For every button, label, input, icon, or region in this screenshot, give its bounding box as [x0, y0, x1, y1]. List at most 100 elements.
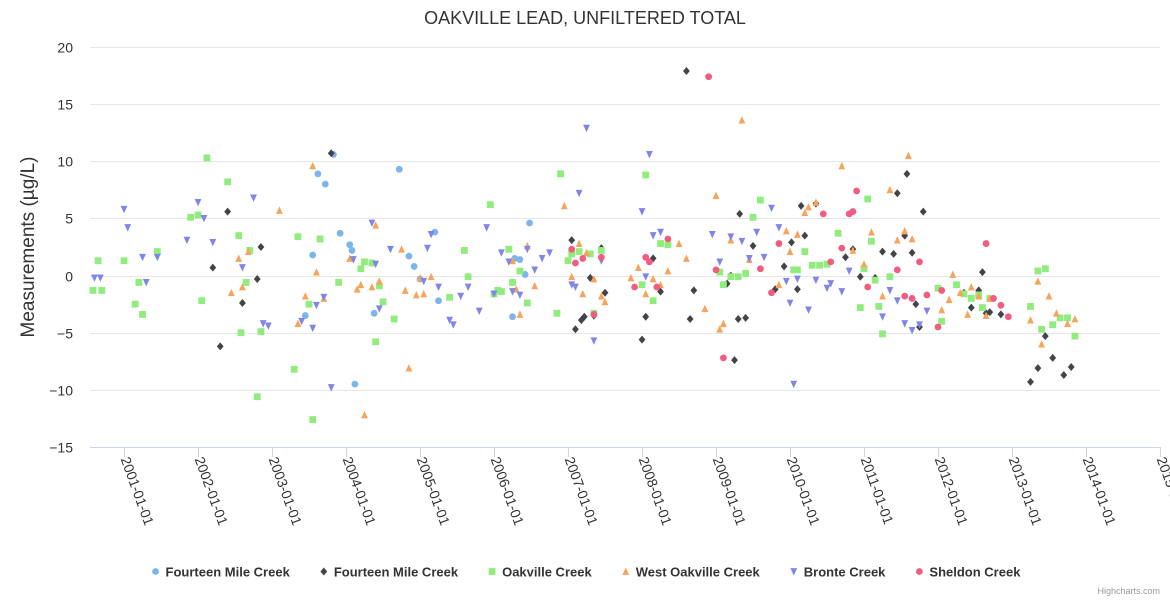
y-tick-label: −10 [49, 383, 73, 399]
data-point [938, 317, 946, 325]
data-point [320, 293, 328, 302]
data-point [886, 185, 894, 194]
data-point [224, 178, 232, 186]
data-point [350, 256, 357, 264]
data-point [446, 316, 454, 325]
data-point [938, 287, 946, 294]
data-point [1049, 321, 1057, 329]
data-point [686, 315, 694, 323]
data-point [372, 338, 380, 346]
legend-label[interactable]: Fourteen Mile Creek [334, 565, 459, 580]
data-point [879, 313, 886, 321]
data-point [979, 268, 986, 277]
data-point [1071, 332, 1079, 340]
data-point [1034, 267, 1042, 275]
data-point [336, 229, 344, 237]
legend-label[interactable]: Bronte Creek [804, 565, 886, 580]
data-point [642, 289, 650, 298]
data-point [405, 252, 413, 260]
data-point [435, 297, 442, 305]
legend-item[interactable]: Oakville Creek [488, 565, 593, 580]
data-point [516, 310, 524, 318]
data-point [1027, 377, 1034, 386]
data-point [523, 245, 531, 254]
data-point [827, 280, 835, 288]
legend-item[interactable]: Bronte Creek [790, 565, 886, 580]
data-point [716, 258, 724, 266]
data-point [590, 337, 598, 345]
data-point [301, 292, 309, 300]
data-point [568, 236, 576, 245]
data-point [568, 281, 576, 289]
data-point [235, 254, 243, 262]
data-point [597, 247, 605, 254]
data-point [675, 239, 683, 247]
data-point [893, 236, 901, 244]
legend-item[interactable]: West Oakville Creek [622, 565, 761, 580]
legend-label[interactable]: Sheldon Creek [929, 565, 1021, 580]
legend-item[interactable]: Fourteen Mile Creek [320, 565, 459, 580]
data-point [886, 287, 894, 295]
data-point [838, 288, 846, 296]
data-point [982, 311, 990, 319]
data-point [235, 232, 243, 239]
data-point [198, 297, 206, 305]
data-point [564, 257, 572, 265]
legend-label[interactable]: West Oakville Creek [636, 565, 761, 580]
data-point [780, 262, 788, 271]
data-point [794, 275, 801, 283]
data-point [139, 311, 146, 318]
series-2 [89, 154, 1079, 423]
data-point [823, 284, 831, 293]
data-point [227, 288, 235, 297]
data-point [348, 247, 356, 254]
legend-item[interactable]: Fourteen Mile Creek [152, 565, 291, 580]
data-point [368, 259, 376, 267]
data-point [379, 298, 387, 306]
legend-label[interactable]: Fourteen Mile Creek [166, 565, 291, 580]
data-point [516, 267, 524, 275]
y-tick-label: −5 [57, 326, 73, 342]
data-point [387, 245, 394, 254]
data-point [945, 295, 953, 303]
data-point [301, 312, 309, 319]
data-point [135, 279, 143, 286]
data-point [997, 301, 1005, 309]
data-point [864, 195, 872, 203]
data-point [642, 171, 650, 179]
data-point [664, 241, 672, 249]
data-point [239, 283, 246, 291]
data-point [412, 291, 420, 299]
data-point [842, 253, 849, 262]
data-point [903, 169, 911, 178]
data-point [579, 255, 587, 262]
data-point [538, 255, 546, 263]
legend-label[interactable]: Oakville Creek [502, 565, 592, 580]
data-point [209, 239, 217, 247]
data-point [521, 271, 529, 278]
legend-item[interactable]: Sheldon Creek [916, 565, 1021, 580]
data-point [401, 286, 409, 294]
data-point [305, 300, 313, 308]
data-point [410, 263, 418, 270]
data-point [557, 170, 565, 178]
data-point [368, 219, 376, 227]
data-point [464, 283, 472, 291]
data-point [805, 203, 812, 211]
data-point [498, 249, 505, 257]
data-point [424, 244, 431, 253]
credits-link[interactable]: Highcharts.com [1097, 586, 1160, 596]
data-point [253, 393, 261, 401]
data-point [638, 335, 646, 344]
data-point [1038, 340, 1046, 348]
data-point [309, 416, 317, 423]
data-point [875, 303, 883, 310]
data-point [346, 241, 354, 249]
data-point [89, 287, 97, 294]
data-point [370, 309, 378, 317]
data-point [601, 288, 609, 297]
data-point [224, 207, 232, 216]
data-point [646, 258, 653, 266]
data-point [964, 310, 972, 318]
